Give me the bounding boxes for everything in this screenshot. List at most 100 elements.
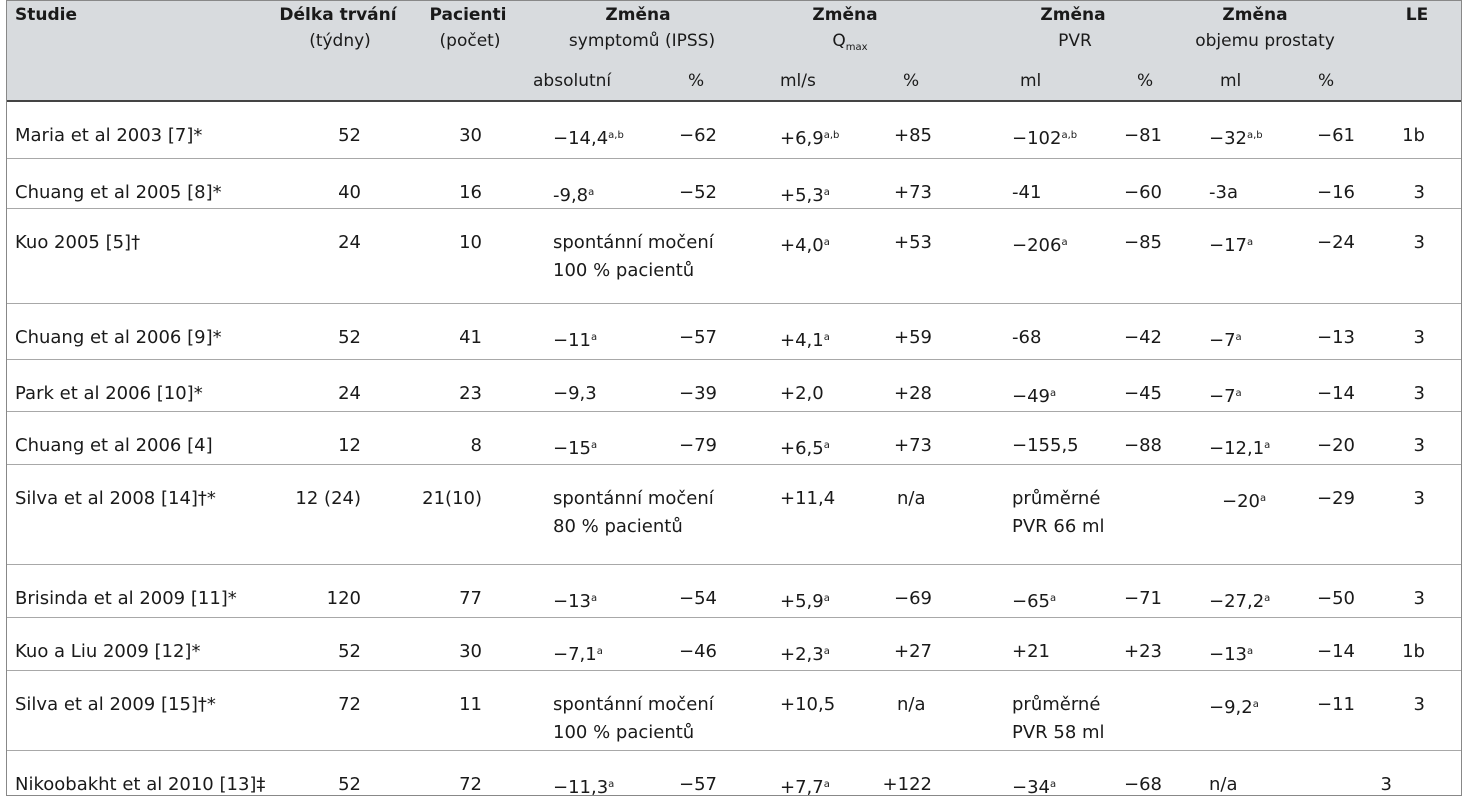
cell-qmax: +2,3a (780, 644, 830, 665)
cell-le: 3 (1413, 694, 1425, 715)
cell-study: Maria et al 2003 [7]* (15, 125, 203, 146)
cell-pvr-pct: −85 (1124, 232, 1162, 253)
table-frame (6, 0, 1462, 796)
cell-patients: 21(10) (422, 488, 482, 509)
cell-patients: 77 (459, 588, 482, 609)
cell-study: Kuo a Liu 2009 [12]* (15, 641, 201, 662)
cell-qmax-pct: +85 (894, 125, 932, 146)
cell-le: 3 (1413, 327, 1425, 348)
cell-study: Park et al 2006 [10]* (15, 383, 203, 404)
cell-patients: 72 (459, 774, 482, 795)
cell-pvr: -41 (1012, 182, 1042, 203)
cell-prostate: −17a (1209, 235, 1254, 256)
cell-qmax: +5,9a (780, 591, 830, 612)
cell-qmax: +2,0 (780, 383, 824, 404)
cell-study: Chuang et al 2006 [9]* (15, 327, 222, 348)
cell-ipss-abs: −9,3 (553, 383, 597, 404)
cell-prostate-pct: −14 (1317, 383, 1355, 404)
cell-le: 3 (1413, 232, 1425, 253)
cell-ipss-note: spontánní močení (553, 232, 714, 253)
cell-weeks: 72 (338, 694, 361, 715)
cell-pvr-pct: −68 (1124, 774, 1162, 795)
cell-qmax-pct: n/a (897, 694, 926, 715)
row-divider (7, 564, 1461, 565)
header-pvr-sub: PVR (1058, 31, 1092, 51)
cell-pvr-pct: −81 (1124, 125, 1162, 146)
cell-qmax: +10,5 (780, 694, 836, 715)
cell-weeks: 52 (338, 641, 361, 662)
cell-prostate-pct: −50 (1317, 588, 1355, 609)
cell-pvr-note: průměrné (1012, 488, 1101, 509)
cell-ipss-note: spontánní močení (553, 694, 714, 715)
cell-patients: 30 (459, 125, 482, 146)
header-qmax-unit: ml/s (780, 71, 816, 91)
cell-le: 3 (1413, 588, 1425, 609)
cell-qmax-pct: −69 (894, 588, 932, 609)
cell-study: Silva et al 2008 [14]†* (15, 488, 216, 509)
row-divider (7, 158, 1461, 159)
cell-ipss-note: spontánní močení (553, 488, 714, 509)
cell-weeks: 12 (24) (295, 488, 361, 509)
header-ipss: Změna (605, 5, 671, 25)
cell-prostate: -3a (1209, 182, 1238, 203)
cell-study: Brisinda et al 2009 [11]* (15, 588, 237, 609)
cell-patients: 30 (459, 641, 482, 662)
cell-study: Chuang et al 2006 [4] (15, 435, 213, 456)
cell-pvr: −155,5 (1012, 435, 1079, 456)
cell-qmax-pct: +27 (894, 641, 932, 662)
cell-qmax-pct: +59 (894, 327, 932, 348)
table-header (7, 1, 1461, 101)
cell-le: 3 (1413, 383, 1425, 404)
cell-qmax: +5,3a (780, 185, 830, 206)
row-divider (7, 750, 1461, 751)
cell-study: Chuang et al 2005 [8]* (15, 182, 222, 203)
cell-qmax-pct: +53 (894, 232, 932, 253)
header-studie: Studie (15, 5, 77, 25)
cell-pvr-pct: −45 (1124, 383, 1162, 404)
cell-ipss-pct: −57 (679, 327, 717, 348)
cell-prostate-pct: −14 (1317, 641, 1355, 662)
header-divider (7, 100, 1461, 102)
cell-prostate-pct: −13 (1317, 327, 1355, 348)
cell-ipss-pct: −57 (679, 774, 717, 795)
header-prostate-sub: objemu prostaty (1195, 31, 1335, 51)
cell-patients: 16 (459, 182, 482, 203)
header-duration: Délka trvání (279, 5, 397, 25)
header-pvr: Změna (1040, 5, 1106, 25)
cell-ipss-pct: −52 (679, 182, 717, 203)
cell-ipss-pct: −79 (679, 435, 717, 456)
header-le: LE (1405, 5, 1429, 25)
cell-qmax-pct: n/a (897, 488, 926, 509)
cell-pvr: −34a (1012, 777, 1057, 798)
row-divider (7, 208, 1461, 209)
cell-prostate-pct: −61 (1317, 125, 1355, 146)
cell-pvr-pct: −42 (1124, 327, 1162, 348)
cell-patients: 23 (459, 383, 482, 404)
cell-study: Kuo 2005 [5]† (15, 232, 141, 253)
cell-patients: 41 (459, 327, 482, 348)
cell-qmax-pct: +73 (894, 182, 932, 203)
cell-weeks: 52 (338, 774, 361, 795)
cell-study: Silva et al 2009 [15]†* (15, 694, 216, 715)
cell-prostate-pct: −29 (1317, 488, 1355, 509)
row-divider (7, 359, 1461, 360)
cell-weeks: 120 (326, 588, 361, 609)
header-prostate-pct: % (1318, 71, 1335, 91)
header-duration-unit: (týdny) (309, 31, 371, 51)
header-patients-unit: (počet) (439, 31, 501, 51)
header-qmax-q: Qmax (832, 31, 868, 53)
cell-weeks: 52 (338, 327, 361, 348)
cell-weeks: 24 (338, 383, 361, 404)
cell-pvr-pct: −88 (1124, 435, 1162, 456)
cell-ipss-note: 100 % pacientů (553, 722, 695, 743)
cell-pvr: −65a (1012, 591, 1057, 612)
header-pvr-unit: ml (1020, 71, 1042, 91)
cell-ipss-abs: −11,3a (553, 777, 615, 798)
cell-qmax: +11,4 (780, 488, 836, 509)
cell-pvr: −49a (1012, 386, 1057, 407)
cell-pvr: -68 (1012, 327, 1042, 348)
cell-qmax: +6,9a,b (780, 128, 840, 149)
cell-qmax-pct: +73 (894, 435, 932, 456)
cell-le: 3 (1380, 774, 1392, 795)
cell-qmax-pct: +122 (882, 774, 932, 795)
